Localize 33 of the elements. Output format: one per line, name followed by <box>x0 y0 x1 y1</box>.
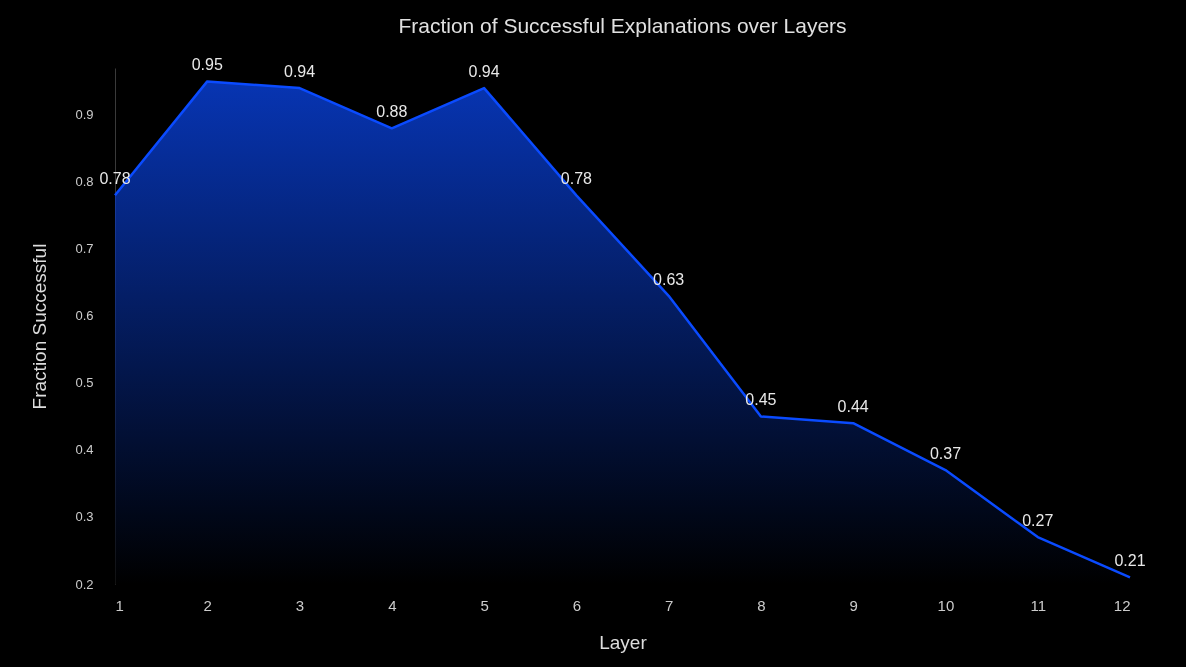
x-tick-label: 11 <box>1030 596 1047 614</box>
y-tick-label: 0.9 <box>75 107 94 123</box>
x-tick-label: 4 <box>388 596 397 614</box>
x-axis-title: Layer <box>599 631 648 653</box>
data-label: 0.37 <box>929 445 962 463</box>
x-tick-label: 9 <box>849 596 858 614</box>
data-label: 0.27 <box>1022 512 1054 530</box>
data-label: 0.94 <box>283 63 316 81</box>
y-tick-label: 0.7 <box>75 241 94 257</box>
y-tick-label: 0.4 <box>75 442 94 458</box>
data-label: 0.88 <box>376 103 408 121</box>
x-tick-label: 8 <box>757 596 766 614</box>
x-tick-label: 6 <box>572 596 582 614</box>
y-tick-label: 0.2 <box>75 576 94 592</box>
data-label: 0.78 <box>560 170 593 188</box>
x-tick-label: 1 <box>115 596 124 614</box>
data-label: 0.63 <box>653 270 685 288</box>
data-label: 0.21 <box>1114 552 1146 570</box>
y-axis-title: Fraction Successful <box>29 243 51 410</box>
y-tick-label: 0.6 <box>75 308 94 324</box>
data-label: 0.94 <box>468 63 500 81</box>
x-tick-label: 2 <box>203 596 212 614</box>
x-tick-label: 3 <box>295 596 305 614</box>
chart-title: Fraction of Successful Explanations over Layers <box>398 14 847 38</box>
data-label: 0.44 <box>837 398 869 416</box>
x-tick-label: 7 <box>664 596 674 614</box>
x-tick-label: 12 <box>1113 596 1131 614</box>
y-tick-label: 0.5 <box>75 375 94 391</box>
data-label: 0.95 <box>191 56 223 74</box>
y-tick-label: 0.8 <box>75 174 94 190</box>
x-tick-label: 5 <box>480 596 489 614</box>
x-tick-label: 10 <box>937 596 955 614</box>
y-tick-label: 0.3 <box>75 509 94 525</box>
